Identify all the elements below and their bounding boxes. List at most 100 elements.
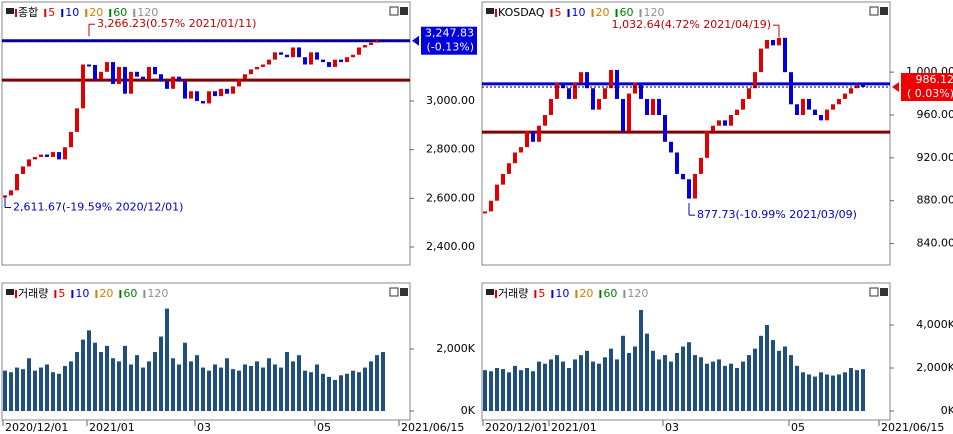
volume-bar [21,369,25,411]
candle [759,48,763,73]
candle [813,109,817,115]
volume-bar [507,372,511,411]
volume-max-button [869,287,879,297]
annotation: 2,611.67(-19.59% 2020/12/01) [13,200,183,213]
candle [579,72,583,83]
volume-bar [687,342,691,411]
legend-entry: 10 [555,287,569,300]
legend-entry: 120 [627,287,648,300]
legend-entry: 10 [65,6,79,19]
legend-title: 거래량 [498,287,528,300]
volume-bar [843,372,847,411]
volume-bar [519,370,523,411]
volume-close-button [880,288,888,296]
volume-bar [777,350,781,411]
candle [513,152,517,164]
volume-bar [177,364,181,411]
x-tick-label: 2021/06/15 [881,421,944,434]
legend-swatch [615,9,618,17]
candle [321,59,325,63]
volume-bar [639,309,643,411]
candle [717,120,721,126]
legend-swatch [551,290,554,298]
candle [243,74,247,80]
volume-bar [45,364,49,411]
volume-bar [753,348,757,411]
volume-bar [771,340,775,411]
candle [597,98,601,110]
candle [693,173,697,199]
legend-swatch [95,290,98,298]
candle [681,173,685,180]
legend-swatch [44,9,47,17]
candle [339,59,343,63]
volume-bar [129,364,133,411]
candle [315,52,319,60]
candle [573,82,577,99]
candle [75,108,79,132]
volume-bar [147,361,151,411]
volume-bar [621,335,625,411]
volume-bar [321,373,325,411]
candle [249,69,253,75]
last-price-change: ( 0.03%) [907,87,953,100]
candle [123,66,127,94]
volume-bar [231,369,235,411]
candle [171,76,175,89]
legend-entry: 5 [48,6,55,19]
volume-bar [345,373,349,411]
legend-swatch [599,290,602,298]
volume-bar [171,358,175,411]
candle [783,37,787,73]
x-tick-label: 2021/01 [551,421,597,434]
candle [585,72,589,89]
legend-swatch [71,290,74,298]
candle [105,62,109,72]
candle [39,154,43,157]
x-tick-label: 2020/12/01 [485,421,548,434]
price-close-button [400,7,408,15]
candle [33,156,37,160]
candle [375,40,379,43]
legend-title: 종합 [18,6,38,19]
candle [81,64,85,109]
candle [225,88,229,94]
volume-bar [357,372,361,411]
volume-tick-label: 2,000K [916,361,953,374]
candle [87,64,91,67]
volume-tick-label: 4,000K [916,318,953,331]
volume-bar [489,371,493,411]
candle [861,85,865,88]
y-tick-label: 2,400.00 [426,240,475,253]
volume-bar [813,376,817,411]
volume-bar [63,366,67,411]
candle [549,98,553,115]
legend-swatch [495,9,497,17]
candle [687,179,691,199]
volume-bar [675,352,679,411]
candle [165,81,169,89]
candle [9,190,13,196]
candle [237,79,241,87]
volume-bar [81,339,85,411]
legend-entry: 20 [596,6,610,19]
volume-tick-label: 0K [941,404,953,417]
legend-entry: 5 [58,287,65,300]
legend-swatch [15,9,17,17]
legend-swatch [550,9,553,17]
candle [627,93,631,132]
volume-bar [609,348,613,411]
candle [297,47,301,58]
volume-bar [315,364,319,411]
volume-bar [849,368,853,411]
candle [51,152,55,157]
legend-entry: 20 [89,6,103,19]
candle [357,47,361,55]
candle [303,57,307,65]
last-price-box [901,73,953,102]
volume-bar [543,363,547,411]
legend-entry: 20 [579,287,593,300]
volume-bar [723,365,727,411]
volume-bar [825,374,829,411]
